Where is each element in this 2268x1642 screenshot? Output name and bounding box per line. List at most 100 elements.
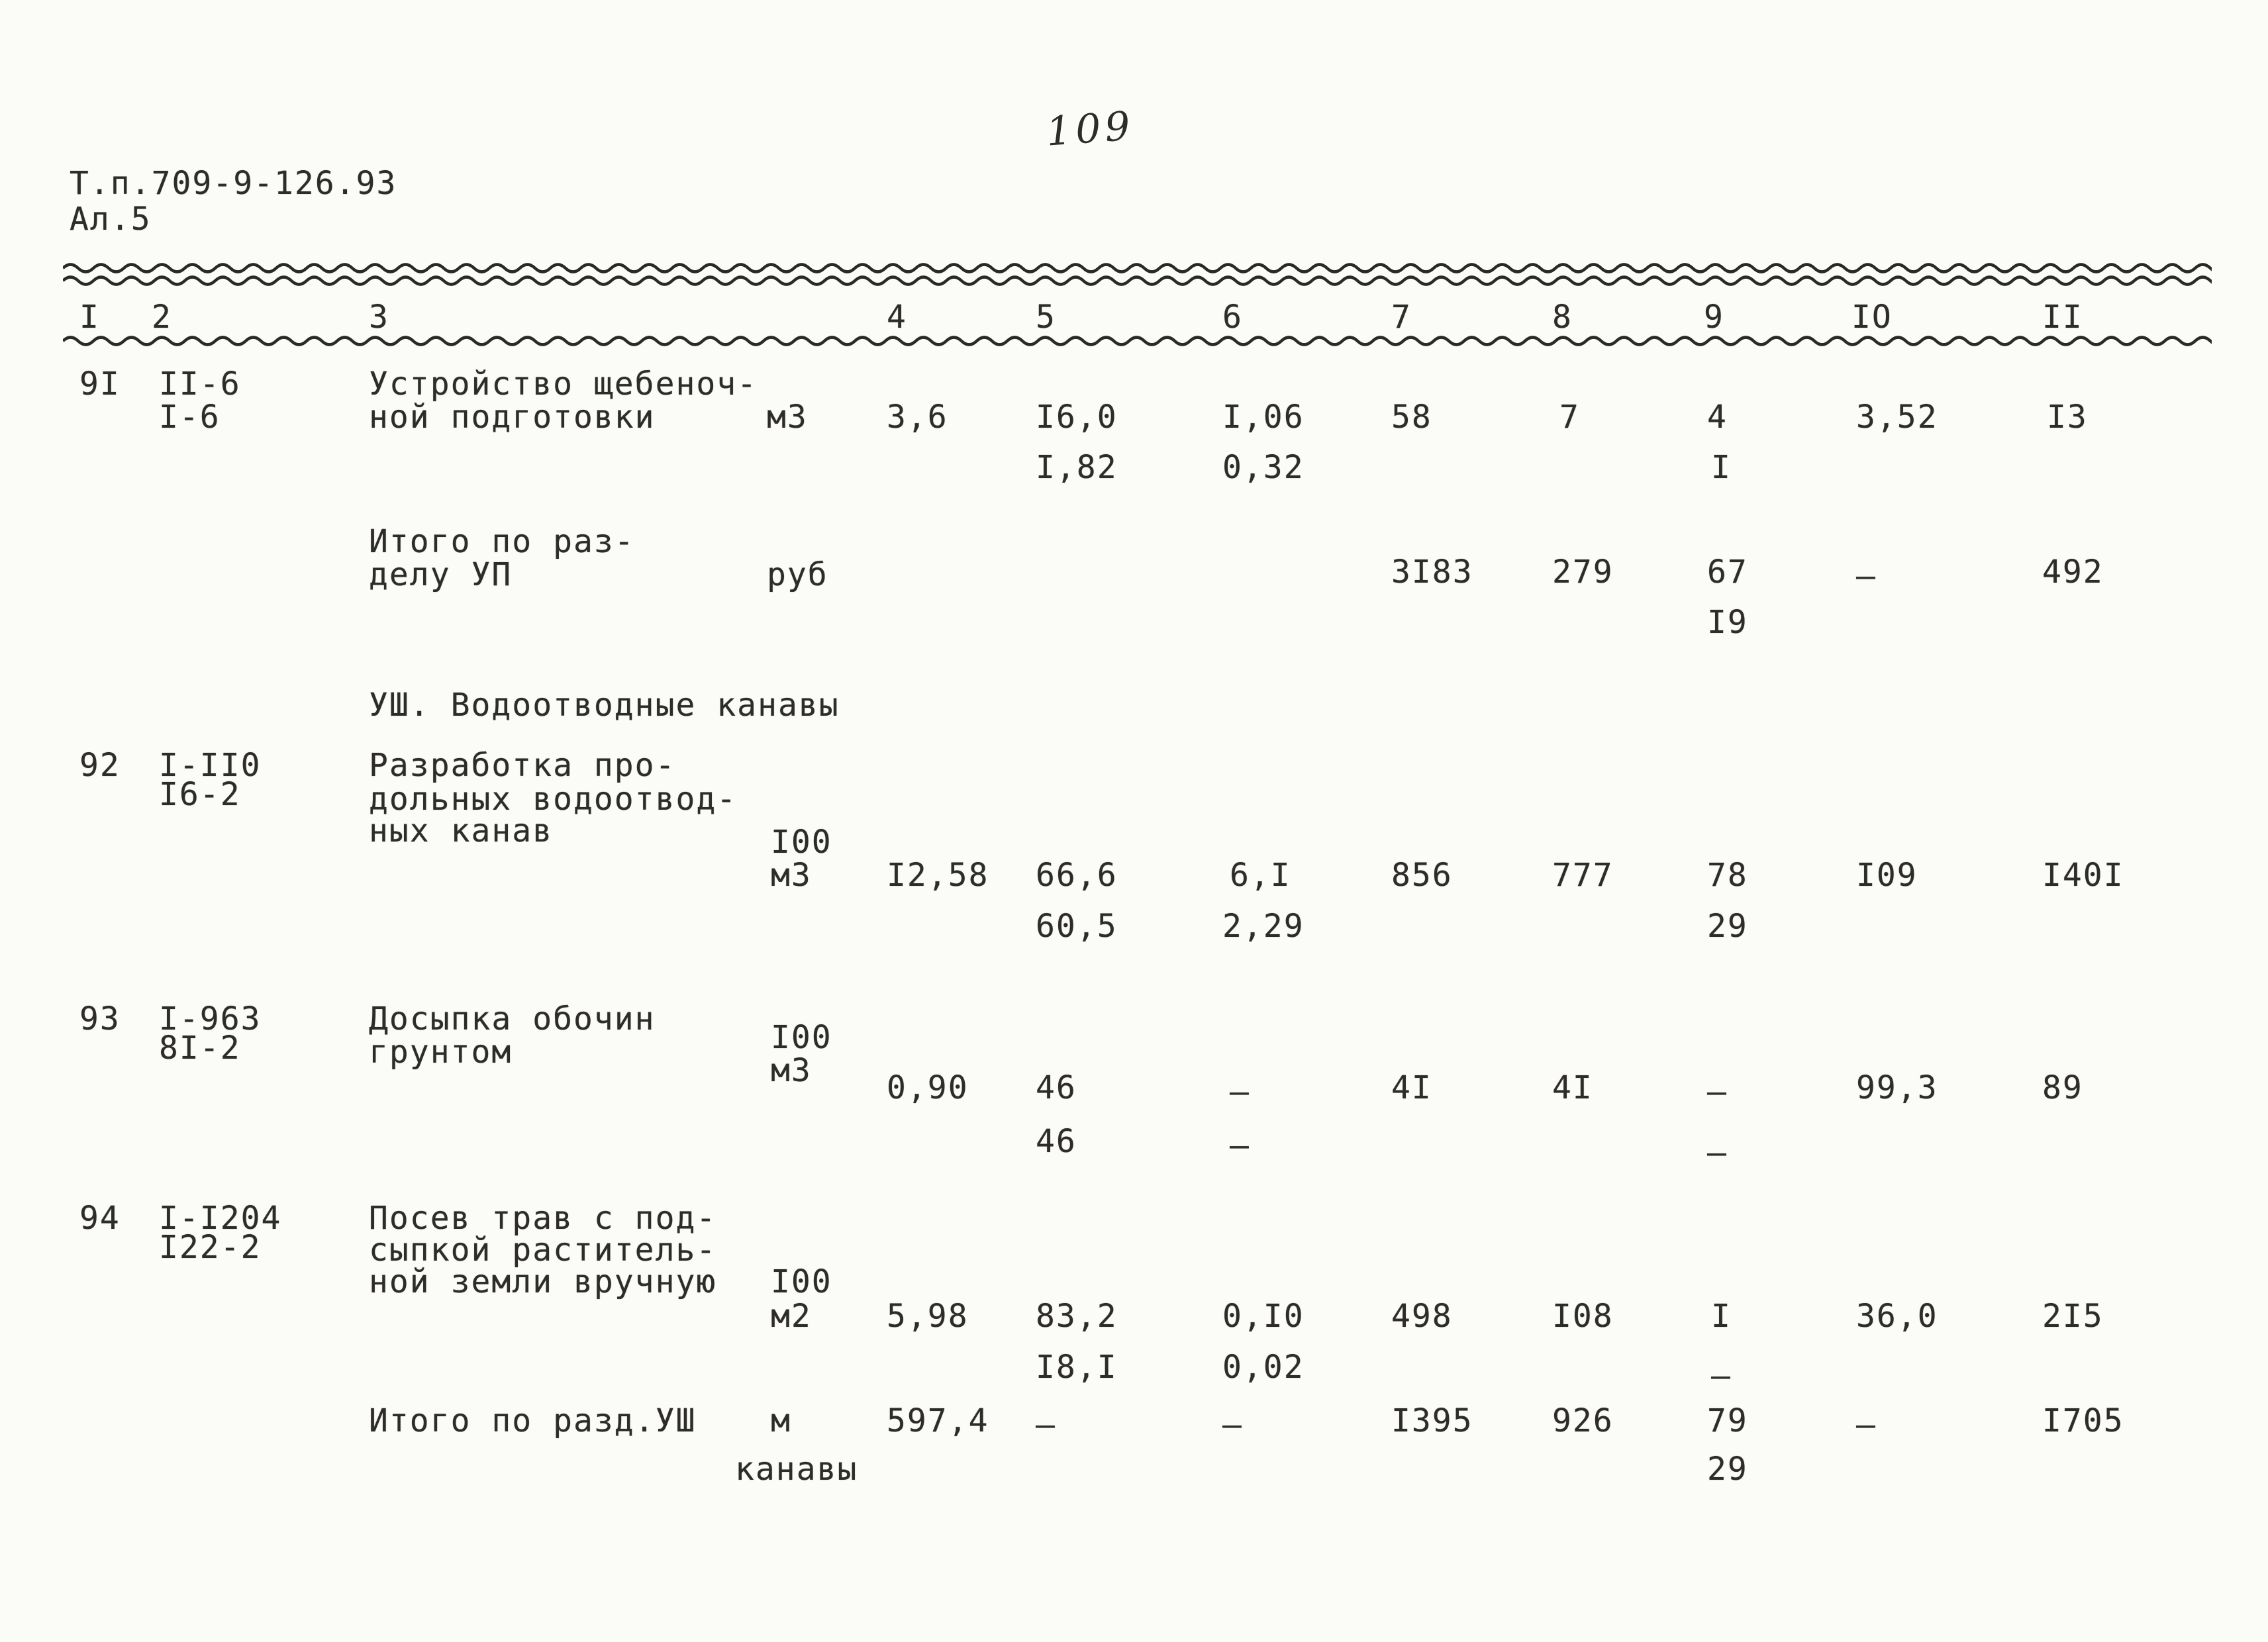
row93-col7: 4I	[1391, 1069, 1432, 1106]
total8-col8: 926	[1552, 1402, 1614, 1439]
row93-code-a: I-963	[159, 1000, 262, 1038]
row94-col5b: I8,I	[1036, 1349, 1118, 1386]
total8-col9b: 29	[1707, 1451, 1748, 1488]
row93-col11: 89	[2042, 1069, 2083, 1106]
row92-col9a: 78	[1707, 857, 1748, 894]
row92-col4: I2,58	[887, 857, 989, 894]
row93-unit-b: м3	[771, 1052, 812, 1089]
row91-code-a: II-6	[159, 365, 241, 403]
row91-col6b: 0,32	[1222, 449, 1305, 486]
total7-col7: 3I83	[1391, 554, 1473, 591]
col-header-10: IO	[1851, 299, 1893, 336]
row92-col8: 777	[1552, 857, 1614, 894]
total7-unit: руб	[767, 556, 828, 593]
row91-num: 9I	[79, 365, 121, 403]
row93-col9b: –	[1707, 1134, 1728, 1171]
row94-col9b: –	[1711, 1357, 1732, 1394]
row94-code-a: I-I204	[159, 1200, 282, 1237]
row93-col10: 99,3	[1856, 1069, 1938, 1106]
col-header-9: 9	[1704, 299, 1724, 336]
row92-num: 92	[79, 747, 121, 784]
row91-col9a: 4	[1707, 399, 1728, 436]
row93-col5a: 46	[1036, 1069, 1077, 1106]
divider-wavy-top	[63, 263, 2212, 286]
row91-name-line2: ной подготовки	[369, 399, 656, 436]
page-number: 109	[1044, 103, 1136, 156]
row92-name-line1: Разработка про-	[369, 747, 676, 784]
total8-col9a: 79	[1707, 1402, 1748, 1439]
total8-col5: –	[1036, 1406, 1056, 1443]
row94-unit-a: I00	[771, 1263, 832, 1300]
total8-label: Итого по разд.УШ	[369, 1402, 697, 1439]
row91-col5a: I6,0	[1036, 399, 1118, 436]
row93-name-line2: грунтом	[369, 1034, 513, 1071]
col-header-6: 6	[1222, 299, 1243, 336]
row94-col6b: 0,02	[1222, 1349, 1305, 1386]
col-header-3: 3	[369, 299, 389, 336]
row94-col10: 36,0	[1856, 1298, 1938, 1335]
col-header-1: I	[79, 299, 100, 336]
total8-col7: I395	[1391, 1402, 1473, 1439]
total8-col10: –	[1856, 1406, 1877, 1443]
row94-name-line3: ной земли вручную	[369, 1263, 717, 1300]
row92-name-line3: ных канав	[369, 812, 554, 849]
col-header-5: 5	[1036, 299, 1056, 336]
row94-col7: 498	[1391, 1298, 1453, 1335]
row91-unit: м3	[767, 399, 808, 436]
total7-col8: 279	[1552, 554, 1614, 591]
row94-col5a: 83,2	[1036, 1298, 1118, 1335]
section-viii-heading: УШ. Водоотводные канавы	[369, 687, 840, 724]
row92-col11: I40I	[2042, 857, 2124, 894]
row94-col8: I08	[1552, 1298, 1614, 1335]
row93-code-b: 8I-2	[159, 1030, 241, 1067]
row93-unit-a: I00	[771, 1019, 832, 1056]
row92-col9b: 29	[1707, 908, 1748, 945]
row91-col7: 58	[1391, 399, 1432, 436]
col-header-4: 4	[887, 299, 907, 336]
total8-unit-b: канавы	[735, 1451, 858, 1488]
album-label: Ал.5	[70, 201, 152, 238]
divider-wavy-under-header	[63, 336, 2212, 346]
total8-col11: I705	[2042, 1402, 2124, 1439]
row94-col4: 5,98	[887, 1298, 969, 1335]
row92-unit-a: I00	[771, 824, 832, 861]
row93-num: 93	[79, 1000, 121, 1038]
total7-col11: 492	[2042, 554, 2104, 591]
row94-code-b: I22-2	[159, 1229, 262, 1266]
row91-name-line1: Устройство щебеноч-	[369, 365, 758, 403]
row93-col8: 4I	[1552, 1069, 1593, 1106]
row92-col5b: 60,5	[1036, 908, 1118, 945]
row94-num: 94	[79, 1200, 121, 1237]
row94-col11: 2I5	[2042, 1298, 2104, 1335]
row91-col6a: I,06	[1222, 399, 1305, 436]
col-header-8: 8	[1552, 299, 1573, 336]
row92-name-line2: дольных водоотвод-	[369, 781, 738, 818]
row92-code-a: I-II0	[159, 747, 262, 784]
row94-unit-b: м2	[771, 1298, 812, 1335]
total7-col10: –	[1856, 557, 1877, 595]
row93-col4: 0,90	[887, 1069, 969, 1106]
row92-col5a: 66,6	[1036, 857, 1118, 894]
row94-name-line1: Посев трав с под-	[369, 1200, 717, 1237]
row93-col6b: –	[1230, 1127, 1250, 1164]
total8-col4: 597,4	[887, 1402, 989, 1439]
row91-code-b: I-6	[159, 399, 221, 436]
total8-col6: –	[1222, 1406, 1243, 1443]
row92-col6b: 2,29	[1222, 908, 1305, 945]
col-header-7: 7	[1391, 299, 1412, 336]
row91-col10: 3,52	[1856, 399, 1938, 436]
row93-name-line1: Досыпка обочин	[369, 1000, 656, 1038]
total7-col9b: I9	[1707, 604, 1748, 641]
row91-col5b: I,82	[1036, 449, 1118, 486]
row92-code-b: I6-2	[159, 776, 241, 813]
row91-col11: I3	[2047, 399, 2088, 436]
total7-col9a: 67	[1707, 554, 1748, 591]
total7-label-line1: Итого по раз-	[369, 523, 635, 560]
row92-col10: I09	[1856, 857, 1918, 894]
total7-label-line2: делу УП	[369, 556, 513, 593]
row92-col6a: 6,I	[1230, 857, 1291, 894]
row91-col9b: I	[1711, 449, 1732, 486]
row92-col7: 856	[1391, 857, 1453, 894]
total8-unit-a: м	[771, 1402, 791, 1439]
